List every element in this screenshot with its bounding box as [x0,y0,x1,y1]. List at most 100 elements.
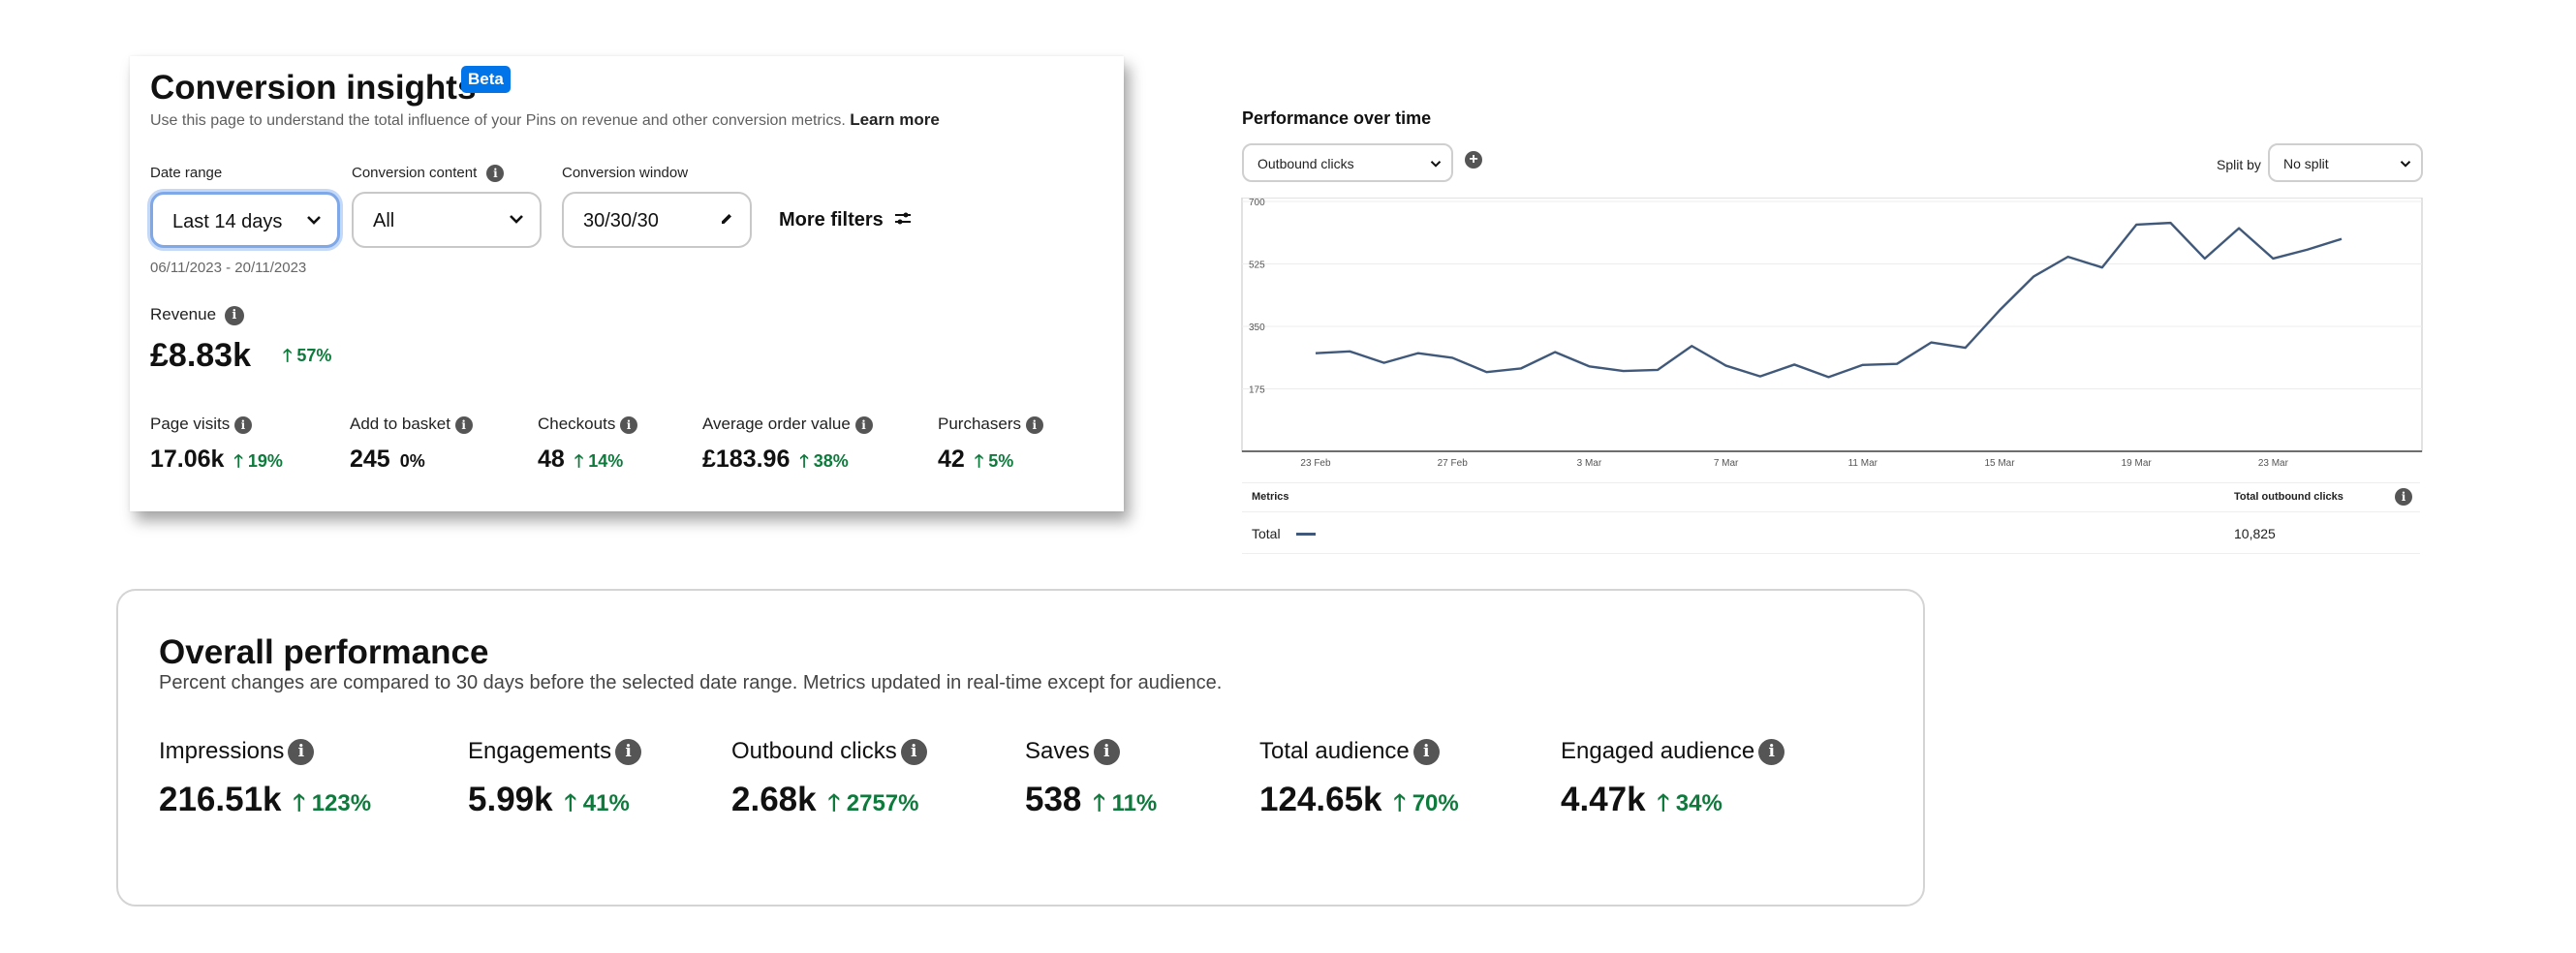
metric-change: 🡑 123% [294,790,372,816]
metric-change-value: 11% [1111,790,1158,817]
metric-change-value: 70% [1412,790,1459,817]
metric-change: 🡑 14% [574,451,623,471]
metric-change: 🡑 2757% [828,790,919,816]
conversion-content-select[interactable]: All [352,192,542,248]
line-chart: 175 350 525 700 23 Feb 27 Feb 3 Mar 7 Mar 11 Mar… [1241,198,2423,469]
revenue-change: 🡑 57% [283,344,331,373]
info-icon[interactable]: i [854,415,873,434]
metric-label: Checkouts [538,415,616,433]
info-icon[interactable]: i [454,415,473,434]
metric-impressions: Impressions i 216.51k 🡑 123% [159,738,371,826]
conversion-insights-subtitle: Use this page to understand the total in… [150,110,940,130]
metric-average-order-value: Average order value i £183.96 🡑 38% [702,415,873,478]
info-icon[interactable]: i [1758,739,1785,766]
metric-change-value: 41% [582,790,630,817]
table-header: Metrics Total outbound clicks i [1242,482,2420,509]
arrow-up-icon: 🡑 [1657,790,1676,817]
subtitle-text: Use this page to understand the total in… [150,112,846,129]
date-range-dates: 06/11/2023 - 20/11/2023 [150,260,307,276]
metric-value: 245 [350,446,390,473]
info-icon[interactable]: i [620,415,638,434]
metric-value: 216.51k [159,781,282,819]
revenue-value: £8.83k [150,337,251,374]
split-by-select[interactable]: No split [2268,143,2423,182]
metric-page-visits: Page visits i 17.06k 🡑 19% [150,415,283,478]
metric-value: 48 [538,446,565,473]
split-by-value: No split [2283,156,2329,171]
arrow-up-icon: 🡑 [293,790,312,817]
info-icon[interactable]: i [900,739,927,766]
y-tick-label: 700 [1249,198,1265,208]
revenue-label-text: Revenue [150,305,217,323]
x-tick-label: 15 Mar [1984,458,2015,469]
metric-label: Purchasers [938,415,1021,433]
arrow-up-icon: 🡑 [233,451,248,471]
revenue-label: Revenue i [150,305,244,325]
y-tick-label: 175 [1249,385,1265,396]
metric-value: 124.65k [1259,781,1382,819]
plus-circle-icon[interactable]: + [1465,151,1482,169]
metric-change-value: 2757% [846,790,919,817]
overall-performance-subtitle: Percent changes are compared to 30 days … [159,672,1223,693]
info-icon[interactable]: i [224,305,244,325]
table-row: Total 10,825 [1242,511,2420,554]
metric-change-value: 38% [813,451,849,471]
split-by-label: Split by [2217,157,2261,172]
date-range-select[interactable]: Last 14 days [150,192,340,248]
metric-value: 2.68k [731,781,817,819]
metric-value: 4.47k [1561,781,1646,819]
info-icon[interactable]: i [486,165,505,183]
date-range-value: Last 14 days [172,211,283,232]
metric-change-value: 123% [311,790,372,817]
metric-label: Engagements [468,738,612,764]
metric-change: 🡑 41% [565,790,630,816]
pencil-icon[interactable] [719,211,734,227]
metric-label: Average order value [702,415,851,433]
metric-select-value: Outbound clicks [1257,156,1354,171]
performance-over-time-panel: Performance over time Outbound clicks + … [1240,97,2424,558]
overall-performance-card: Overall performance Percent changes are … [116,589,1925,907]
more-filters-label: More filters [779,209,884,231]
metric-value: 42 [938,446,965,473]
x-tick-label: 7 Mar [1714,458,1739,469]
col-total-outbound-clicks: Total outbound clicks [2234,491,2343,503]
conversion-insights-title: Conversion insights [150,69,477,107]
info-icon[interactable]: i [1025,415,1043,434]
beta-badge: Beta [461,66,511,93]
metric-label: Page visits [150,415,231,433]
arrow-up-icon: 🡑 [283,346,293,365]
metric-select[interactable]: Outbound clicks [1242,143,1453,182]
metric-value: 538 [1025,781,1082,819]
info-icon[interactable]: i [615,739,642,766]
y-tick-label: 350 [1249,323,1265,333]
info-icon[interactable]: i [1093,739,1120,766]
arrow-up-icon: 🡑 [564,790,583,817]
chevron-down-icon [307,216,321,225]
chevron-down-icon [1430,161,1442,168]
info-icon[interactable]: i [233,415,252,434]
info-icon[interactable]: i [1412,739,1440,766]
metric-change-value: 14% [588,451,624,471]
performance-title: Performance over time [1242,108,1432,128]
metric-label: Add to basket [350,415,450,433]
info-icon[interactable]: i [288,739,315,766]
metric-saves: Saves i 538 🡑 11% [1025,738,1157,826]
x-tick-label: 11 Mar [1848,458,1878,469]
conversion-insights-card: Conversion insights Beta Use this page t… [130,56,1124,511]
chevron-down-icon [2400,161,2411,168]
overall-performance-title: Overall performance [159,633,489,671]
conversion-window-input[interactable]: 30/30/30 [562,192,752,248]
x-tick-label: 27 Feb [1438,458,1469,469]
more-filters-button[interactable]: More filters [779,209,912,231]
x-tick-label: 19 Mar [2122,458,2153,469]
series-line-total [1315,221,2343,379]
info-icon[interactable]: i [2395,488,2412,506]
metric-add-to-basket: Add to basket i 245 0% [350,415,473,474]
arrow-up-icon: 🡑 [1093,790,1112,817]
metric-engaged-audience: Engaged audience i 4.47k 🡑 34% [1561,738,1785,826]
learn-more-link[interactable]: Learn more [850,110,940,129]
y-tick-label: 525 [1249,261,1265,271]
metric-change-value: 19% [247,451,283,471]
metric-change-value: 34% [1675,790,1723,817]
metric-value: £183.96 [702,446,791,473]
